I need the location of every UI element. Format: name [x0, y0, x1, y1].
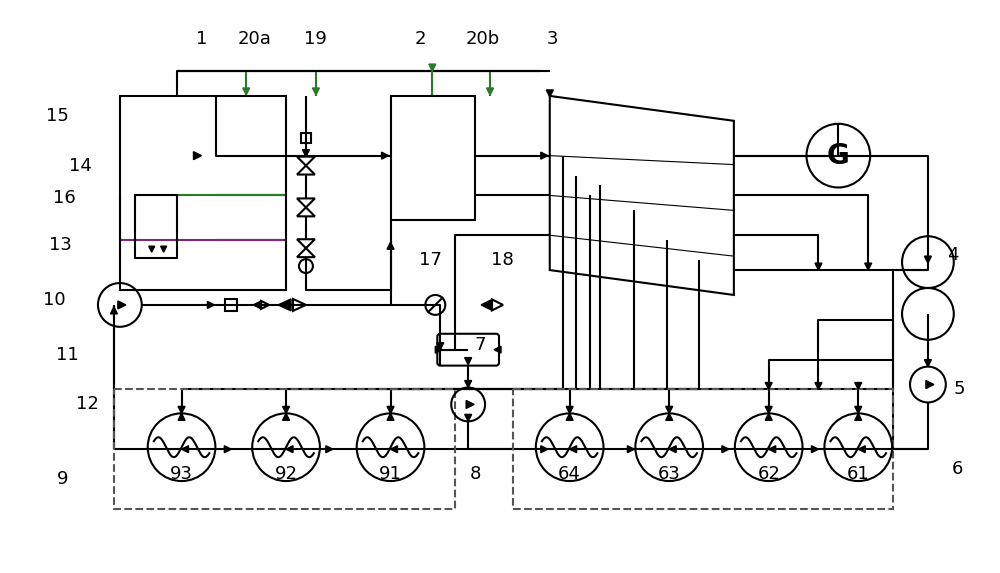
Polygon shape — [924, 360, 931, 367]
Polygon shape — [326, 446, 333, 453]
Polygon shape — [855, 406, 862, 413]
Polygon shape — [765, 413, 772, 421]
Polygon shape — [161, 246, 167, 252]
Polygon shape — [182, 446, 189, 453]
Polygon shape — [437, 343, 444, 350]
Polygon shape — [627, 446, 634, 453]
Text: 15: 15 — [46, 107, 69, 125]
Polygon shape — [765, 383, 772, 390]
Polygon shape — [387, 413, 394, 421]
Polygon shape — [391, 446, 397, 453]
Polygon shape — [253, 301, 261, 309]
Polygon shape — [855, 383, 862, 390]
Polygon shape — [666, 413, 673, 421]
Text: 92: 92 — [275, 465, 298, 483]
Text: 93: 93 — [170, 465, 193, 483]
Polygon shape — [382, 152, 389, 159]
Polygon shape — [669, 446, 676, 453]
Text: 18: 18 — [491, 251, 513, 269]
Text: G: G — [827, 142, 850, 170]
Text: 8: 8 — [469, 465, 481, 483]
Polygon shape — [811, 446, 818, 453]
Polygon shape — [855, 413, 862, 421]
Polygon shape — [541, 152, 548, 159]
Polygon shape — [666, 406, 673, 413]
Text: 7: 7 — [474, 336, 486, 354]
Text: 11: 11 — [56, 346, 78, 364]
Text: 13: 13 — [49, 236, 72, 254]
Text: 91: 91 — [379, 465, 402, 483]
Polygon shape — [815, 383, 822, 390]
Polygon shape — [465, 380, 472, 387]
Text: 17: 17 — [419, 251, 442, 269]
Text: 9: 9 — [56, 470, 68, 488]
Polygon shape — [858, 446, 865, 453]
Polygon shape — [178, 413, 185, 421]
Text: 20a: 20a — [237, 30, 271, 48]
Polygon shape — [487, 88, 494, 95]
Polygon shape — [924, 256, 931, 263]
Polygon shape — [465, 358, 472, 364]
Text: 4: 4 — [947, 246, 959, 264]
Polygon shape — [769, 446, 776, 453]
Polygon shape — [178, 406, 185, 413]
Text: 2: 2 — [415, 30, 426, 48]
Polygon shape — [765, 406, 772, 413]
Text: 63: 63 — [658, 465, 681, 483]
Text: 5: 5 — [954, 380, 966, 398]
Polygon shape — [278, 299, 291, 311]
Text: 14: 14 — [69, 156, 91, 175]
Polygon shape — [283, 413, 290, 421]
Polygon shape — [815, 263, 822, 270]
Polygon shape — [387, 406, 394, 413]
Text: 12: 12 — [76, 395, 98, 414]
Polygon shape — [312, 88, 319, 95]
Polygon shape — [110, 307, 117, 314]
Text: 62: 62 — [757, 465, 780, 483]
Polygon shape — [224, 446, 231, 453]
Polygon shape — [207, 301, 214, 308]
Polygon shape — [566, 406, 573, 413]
Polygon shape — [566, 413, 573, 421]
Polygon shape — [465, 414, 472, 421]
Text: 3: 3 — [547, 30, 558, 48]
Text: 10: 10 — [43, 291, 65, 309]
Polygon shape — [722, 446, 729, 453]
Polygon shape — [118, 301, 126, 309]
Polygon shape — [926, 380, 934, 388]
Bar — [225, 299, 237, 311]
Polygon shape — [466, 401, 474, 409]
Text: 64: 64 — [558, 465, 581, 483]
Text: 16: 16 — [53, 190, 75, 207]
Polygon shape — [193, 152, 201, 160]
Text: 6: 6 — [952, 460, 963, 478]
Text: 20b: 20b — [466, 30, 500, 48]
Polygon shape — [546, 90, 553, 97]
Polygon shape — [570, 446, 577, 453]
Polygon shape — [541, 446, 548, 453]
Polygon shape — [283, 406, 290, 413]
Polygon shape — [149, 246, 155, 252]
Polygon shape — [494, 346, 501, 353]
Text: 1: 1 — [196, 30, 207, 48]
Polygon shape — [286, 446, 293, 453]
Polygon shape — [387, 242, 394, 249]
Bar — [301, 133, 311, 143]
Polygon shape — [243, 88, 250, 95]
Text: 19: 19 — [304, 30, 327, 48]
Polygon shape — [429, 64, 436, 71]
Polygon shape — [481, 300, 492, 311]
Polygon shape — [435, 346, 442, 353]
Polygon shape — [865, 263, 872, 270]
Polygon shape — [302, 150, 309, 156]
Text: 61: 61 — [847, 465, 870, 483]
